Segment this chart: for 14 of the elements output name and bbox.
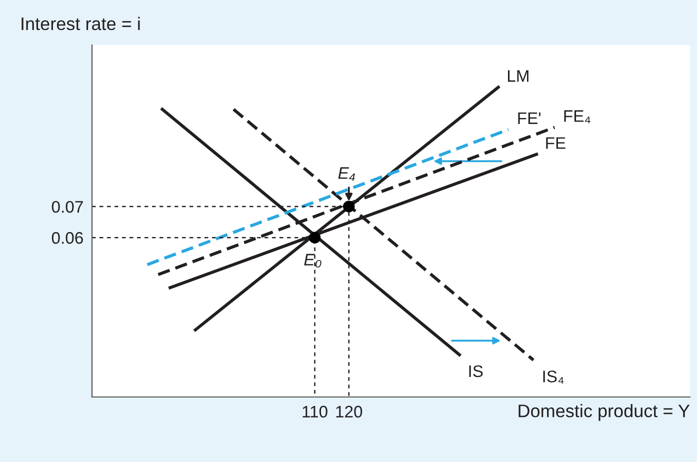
- series-label: FE₄: [564, 110, 590, 124]
- x-tick-label: 110: [302, 406, 328, 418]
- y-tick-label: 0.07: [52, 200, 83, 213]
- series-label: FE': [518, 112, 540, 124]
- series-label: IS: [469, 365, 483, 378]
- annotation: E₀: [304, 254, 322, 268]
- series-label: LM: [508, 70, 528, 82]
- annotation: E₄: [338, 167, 355, 181]
- y-tick-label: 0.06: [52, 232, 83, 244]
- x-tick-label: 120: [336, 406, 362, 418]
- x-axis-title: Domestic product = Y: [518, 404, 690, 421]
- y-axis-title: Interest rate = i: [22, 16, 140, 30]
- series-label: IS₄: [543, 370, 564, 384]
- series-label: FE: [546, 137, 566, 149]
